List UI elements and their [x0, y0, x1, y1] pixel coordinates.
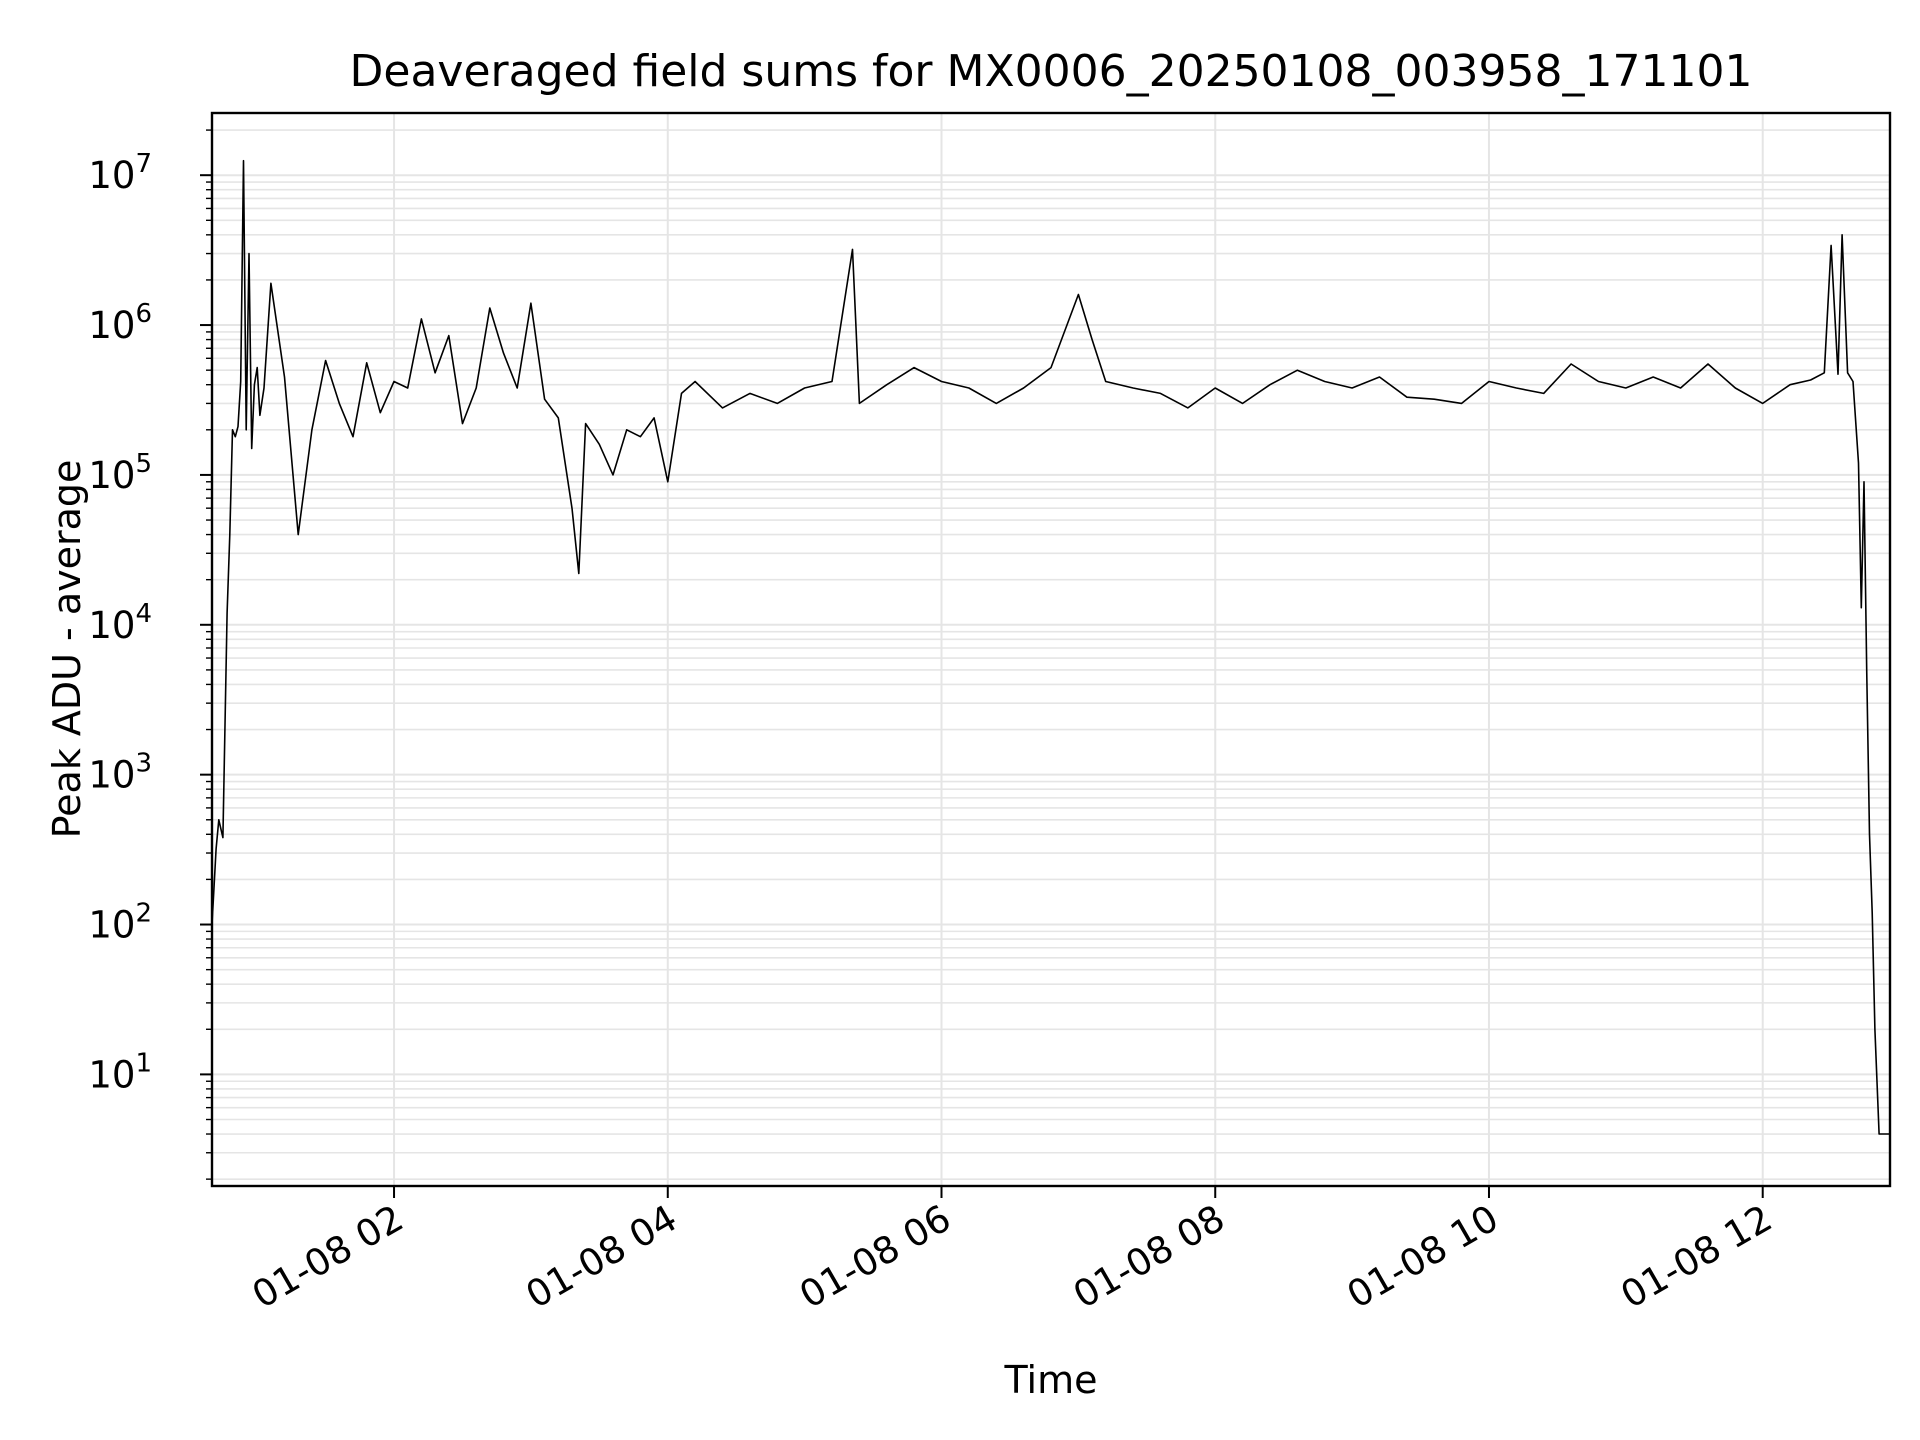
x-tick-label: 01-08 10: [1340, 1197, 1506, 1317]
y-axis-label: Peak ADU - average: [45, 460, 89, 839]
series-line: [211, 159, 1890, 1135]
y-tick-label: 101: [88, 1048, 152, 1096]
x-tick-label: 01-08 02: [245, 1197, 411, 1317]
plot-frame: [210, 111, 1892, 1188]
series-layer: [211, 159, 1890, 1135]
x-tick-label: 01-08 12: [1614, 1197, 1780, 1317]
x-tick-label: 01-08 06: [792, 1197, 958, 1317]
grid-lines: [212, 113, 1890, 1186]
y-tick-label: 102: [88, 899, 152, 947]
y-axis-ticks: 101 102 103 104 105 106 107: [88, 129, 212, 1180]
x-tick-label: 01-08 08: [1066, 1197, 1232, 1317]
x-axis-ticks: 01-08 02 01-08 04 01-08 06 01-08 08 01-08 10…: [245, 1186, 1779, 1317]
y-tick-label: 104: [88, 599, 152, 647]
y-tick-label: 103: [88, 749, 152, 797]
x-tick-label: 01-08 04: [519, 1197, 685, 1317]
chart-title: Deaveraged field sums for MX0006_2025010…: [350, 46, 1753, 97]
y-tick-label: 105: [88, 449, 152, 497]
y-tick-label: 107: [88, 149, 152, 197]
x-axis-label: Time: [1004, 1358, 1098, 1402]
y-tick-label: 106: [88, 299, 152, 347]
